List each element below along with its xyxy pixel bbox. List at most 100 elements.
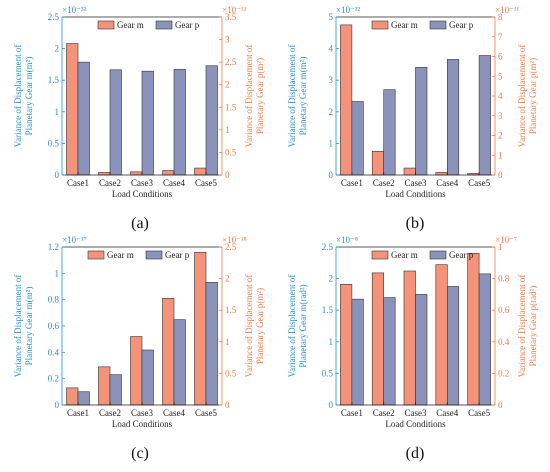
right-y-axis-label-line: Planetary Gear p(m²)	[255, 288, 265, 364]
left-tick-label: 0.6	[48, 321, 60, 331]
legend-label-gear-m: Gear m	[107, 250, 134, 260]
legend-swatch-gear-m	[371, 250, 389, 260]
left-tick-label: 0.8	[48, 295, 60, 305]
bar-gear-m-case3	[403, 167, 416, 176]
right-axis-exponent: ×10⁻¹¹	[495, 5, 520, 15]
bar-gear-m-case4	[162, 298, 175, 406]
bar-gear-p-case4	[173, 69, 186, 176]
right-tick-label: 3.5	[225, 12, 237, 22]
legend-swatch-gear-p	[429, 250, 447, 260]
left-tick-label: 0	[55, 170, 60, 180]
left-tick-label: 1.2	[48, 242, 59, 252]
bar-gear-m-case1	[66, 43, 79, 176]
bar-gear-p-case2	[109, 374, 122, 406]
legend-swatch-gear-p	[155, 20, 173, 30]
x-tick-label: Case5	[468, 178, 490, 188]
right-tick-label: 0.6	[498, 305, 510, 315]
x-tick-label: Case4	[163, 178, 185, 188]
left-axis-exponent: ×10⁻³²	[62, 5, 87, 15]
right-tick-label: 2	[498, 131, 503, 141]
right-tick-label: 3	[498, 111, 503, 121]
right-y-axis-label: Variance of Displacement ofPlanetary Gea…	[244, 45, 265, 148]
legend-swatch-gear-m	[371, 20, 389, 30]
left-axis-exponent: ×10⁻⁸	[336, 235, 358, 245]
left-tick-label: 2.5	[322, 242, 334, 252]
bar-gear-p-case1	[351, 101, 364, 176]
bar-gear-m-case1	[340, 283, 353, 406]
bar-gear-m-case3	[403, 270, 416, 406]
right-tick-label: 0	[498, 170, 503, 180]
right-tick-label: 0	[498, 400, 503, 410]
right-tick-label: 7	[498, 32, 503, 42]
right-tick-label: 5	[498, 71, 503, 81]
left-y-axis-label-line: Planetary Gear m(m²)	[298, 57, 308, 136]
bar-gear-p-case5	[205, 282, 218, 406]
left-axis-exponent: ×10⁻¹⁷	[62, 235, 87, 245]
left-tick-label: 2	[55, 44, 60, 54]
left-tick-label: 0.5	[322, 368, 334, 378]
left-tick-label: 1	[55, 107, 60, 117]
left-y-axis-label-line: Planetary Gear m(m²)	[24, 57, 34, 136]
panel-label: (b)	[406, 215, 425, 232]
right-tick-label: 1	[225, 125, 230, 135]
x-axis-label: Load Conditions	[385, 419, 446, 429]
left-tick-label: 1	[329, 138, 334, 148]
right-y-axis-label: Variance of Displacement ofPlanetary Gea…	[244, 275, 265, 378]
right-axis-exponent: ×10⁻¹⁸	[222, 235, 247, 245]
right-tick-label: 6	[498, 52, 503, 62]
x-axis-label: Load Conditions	[112, 189, 173, 199]
bar-gear-p-case3	[141, 349, 154, 406]
left-tick-label: 0.5	[48, 138, 60, 148]
x-tick-label: Case2	[373, 408, 395, 418]
bar-gear-p-case4	[173, 319, 186, 406]
right-axis-exponent: ×10⁻⁷	[495, 235, 517, 245]
left-tick-label: 1	[329, 337, 334, 347]
bar-gear-m-case5	[194, 251, 207, 406]
bar-gear-p-case3	[415, 67, 428, 176]
right-y-axis-label-line: Variance of Displacement of	[244, 45, 254, 148]
x-tick-label: Case2	[373, 178, 395, 188]
right-tick-label: 0.2	[498, 368, 509, 378]
right-tick-label: 0.8	[498, 274, 510, 284]
left-y-axis-label: Variance of Displacement ofPlanetary Gea…	[287, 275, 308, 378]
left-tick-label: 1.5	[48, 75, 60, 85]
right-y-axis-label-line: Planetary Gear p(m²)	[528, 58, 538, 134]
x-tick-label: Case4	[163, 408, 185, 418]
legend: Gear m Gear p	[87, 250, 190, 260]
bar-gear-p-case1	[77, 61, 90, 176]
right-y-axis-label: Variance of Displacement ofPlanetary Gea…	[517, 275, 538, 378]
left-tick-label: 0	[329, 170, 334, 180]
left-y-axis-label-line: Variance of Displacement of	[287, 45, 297, 148]
right-y-axis-label-line: Planetary Gear p(m²)	[255, 58, 265, 134]
x-tick-label: Case3	[405, 178, 427, 188]
legend-swatch-gear-p	[429, 20, 447, 30]
right-tick-label: 0.4	[498, 337, 510, 347]
left-tick-label: 2	[329, 274, 334, 284]
bar-gear-p-case2	[383, 89, 396, 176]
right-tick-label: 1.5	[225, 305, 237, 315]
x-tick-label: Case1	[67, 408, 89, 418]
left-y-axis-label-line: Planetary Gear m(m²)	[24, 287, 34, 366]
x-tick-label: Case4	[436, 408, 458, 418]
right-tick-label: 0	[225, 400, 230, 410]
x-tick-label: Case1	[341, 178, 363, 188]
right-tick-label: 1.5	[225, 102, 237, 112]
bar-gear-p-case1	[351, 298, 364, 406]
left-tick-label: 2	[329, 107, 334, 117]
left-tick-label: 1.5	[322, 305, 334, 315]
right-y-axis-label-line: Planetary Gear p(rad²)	[528, 286, 538, 367]
legend-label-gear-p: Gear p	[165, 250, 190, 260]
panel-label: (c)	[131, 445, 149, 462]
legend-label-gear-m: Gear m	[391, 250, 418, 260]
bar-gear-m-case4	[162, 170, 175, 176]
left-axis-exponent: ×10⁻²²	[336, 5, 361, 15]
right-tick-label: 3	[225, 35, 230, 45]
legend-label-gear-m: Gear m	[391, 20, 418, 30]
left-y-axis-label-line: Variance of Displacement of	[13, 45, 23, 148]
bar-gear-m-case3	[130, 336, 143, 406]
left-tick-label: 3	[329, 75, 334, 85]
left-tick-label: 1	[55, 268, 60, 278]
bar-gear-m-case2	[371, 151, 385, 176]
bar-gear-p-case2	[109, 69, 122, 176]
